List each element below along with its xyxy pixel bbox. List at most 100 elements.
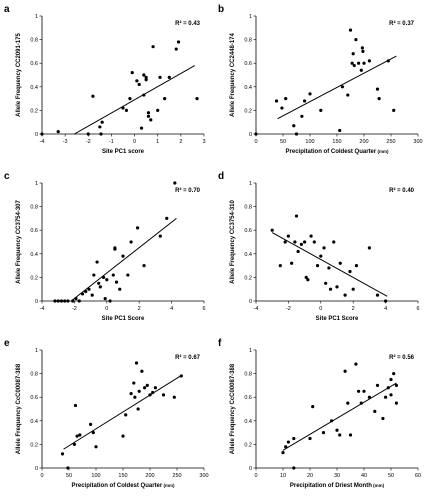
y-tick-label: 0 [35,132,38,138]
x-tick-label: 150 [118,473,127,479]
data-point [86,132,90,136]
data-point [386,386,390,390]
y-tick-label: 0.4 [244,419,252,425]
data-point [89,422,93,426]
data-point [294,214,299,218]
data-point [367,246,371,250]
x-axis-label: Precipitation of Coldest Quarter (mm) [286,149,389,155]
data-point [173,181,177,185]
data-point [135,226,140,230]
data-point [149,118,153,122]
data-point [359,68,363,72]
data-point [124,108,129,112]
regression-line [277,55,397,120]
x-tick-label: 3 [202,139,205,145]
x-tick-label: 200 [145,473,154,479]
y-tick-label: 0.6 [244,395,252,401]
data-point [375,87,380,91]
data-point [121,254,125,258]
x-axis-label-text: Precipitation of Driest Month [290,483,372,489]
data-point [73,403,78,408]
data-point [103,297,107,301]
y-tick-label: 1 [35,14,38,20]
x-tick-label: 50 [388,473,394,479]
x-tick-label: -4 [40,139,45,145]
data-point [299,242,303,246]
data-point [143,386,147,390]
data-point [373,409,377,413]
data-point [351,52,355,56]
x-tick-label: 200 [359,139,368,145]
chart-panel-d: d 0 0.2 0.4 0.6 0.8 1 -4 -2 0 2 4 6 Site PC1 Score All… [218,171,420,322]
y-tick-label: 0 [35,299,38,305]
data-point [389,377,393,382]
y-tick-label: 1 [249,181,252,187]
data-point [66,466,70,470]
data-point [338,261,342,265]
data-point [134,361,139,365]
data-point [283,240,287,244]
x-tick-label: 0 [254,139,257,145]
x-tick-label: 6 [202,306,205,312]
data-point [303,240,307,244]
data-point [357,389,361,393]
data-point [158,234,162,238]
data-point [311,405,315,409]
x-tick-label: 4 [384,306,387,312]
x-tick-label: 50 [280,139,286,145]
y-axis-label: Allele Frequency CcC00087-388 [230,363,236,454]
data-point [60,452,65,456]
x-tick-label: 2 [352,306,355,312]
data-point [308,92,312,96]
data-point [384,395,388,399]
data-point [354,264,359,268]
data-point [91,94,95,98]
x-tick-label: 10 [280,473,286,479]
x-tick-label: 150 [332,139,341,145]
y-axis-label: Allele Frequency CcC00087-388 [16,363,22,454]
data-point [74,297,78,301]
data-point [56,299,60,303]
data-point [352,63,356,68]
y-tick-label: 0.2 [244,275,252,281]
data-point [346,401,350,405]
data-point [90,293,94,297]
y-tick-label: 0 [249,466,252,472]
panel-letter: a [4,4,10,15]
data-point [172,395,176,399]
data-point [56,130,60,134]
data-point [348,269,352,274]
data-point [176,40,181,44]
data-point [296,249,300,254]
y-tick-label: 1 [35,348,38,354]
y-tick-label: 0.6 [30,395,38,401]
data-point [133,395,137,399]
data-point [84,289,88,294]
data-point [361,49,365,54]
data-point [144,75,148,79]
data-point [132,381,136,385]
y-tick-label: 0.2 [244,108,252,114]
data-point [324,281,328,285]
data-point [360,46,364,50]
data-point [348,433,353,437]
y-tick-label: 0.8 [30,38,38,44]
x-tick-label: 30 [334,473,340,479]
data-point [142,264,146,268]
y-tick-label: 0.6 [244,228,252,234]
y-tick-label: 0.6 [244,61,252,67]
data-point [114,280,119,284]
data-point [394,401,398,405]
data-point [144,78,148,82]
x-tick-label: -2 [86,139,91,145]
x-tick-label: 300 [199,473,208,479]
x-axis-label: Site PC1 Score [316,316,359,322]
data-point [300,114,304,118]
data-point [332,240,336,244]
data-point [357,61,361,65]
data-point [270,228,274,232]
chart-panel-b: b 0 0.2 0.4 0.6 0.8 1 0 50 100 150 200 250 300 Precipi… [218,4,423,155]
y-axis-label: Allele Frequency CC3754-310 [230,199,236,283]
data-point [292,466,296,470]
x-axis-label: Site PC1 score [102,149,145,155]
